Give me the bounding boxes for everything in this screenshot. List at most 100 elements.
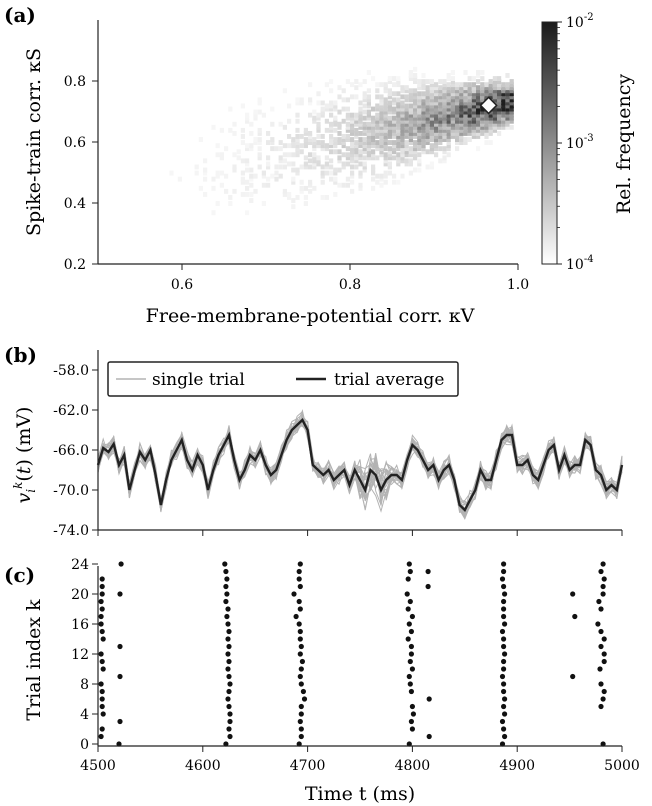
heatmap-cell — [261, 112, 266, 118]
heatmap-cell — [467, 97, 472, 103]
heatmap-cell — [497, 121, 502, 127]
heatmap-cell — [375, 140, 380, 145]
heatmap-cell — [312, 146, 317, 152]
heatmap-cell — [463, 118, 468, 124]
heatmap-cell — [400, 100, 405, 106]
heatmap-cell — [240, 176, 245, 182]
heatmap-cell — [350, 112, 355, 118]
spike-dot — [99, 576, 105, 582]
heatmap-cell — [492, 97, 497, 103]
heatmap-cell — [408, 94, 413, 100]
heatmap-cell — [408, 70, 413, 75]
heatmap-cell — [358, 143, 363, 149]
heatmap-cell — [459, 109, 464, 115]
heatmap-cell — [245, 118, 250, 124]
heatmap-cell — [387, 100, 392, 106]
heatmap-cell — [350, 146, 355, 152]
heatmap-cell — [484, 127, 489, 133]
spike-dot — [598, 703, 604, 710]
heatmap-cell — [455, 131, 460, 136]
heatmap-cell — [480, 106, 485, 112]
heatmap-cell — [413, 131, 418, 136]
heatmap-cell — [400, 124, 405, 130]
heatmap-cell — [425, 88, 430, 94]
heatmap-cell — [434, 88, 439, 94]
heatmap-cell — [434, 112, 439, 118]
heatmap-cell — [476, 146, 481, 152]
heatmap-cell — [345, 112, 350, 118]
heatmap-cell — [278, 146, 283, 152]
heatmap-cell — [501, 82, 506, 88]
colorbar — [541, 21, 558, 265]
heatmap-cell — [291, 176, 296, 182]
heatmap-cell — [421, 82, 426, 88]
heatmap-cell — [299, 149, 304, 155]
heatmap-cell — [341, 97, 346, 103]
heatmap-cell — [438, 118, 443, 124]
heatmap-cell — [215, 173, 220, 179]
heatmap-cell — [488, 91, 493, 97]
spike-dot — [501, 726, 507, 732]
heatmap-cell — [350, 82, 355, 88]
heatmap-cell — [219, 170, 224, 176]
heatmap-cell — [400, 131, 405, 136]
heatmap-cell — [308, 182, 313, 188]
heatmap-cell — [497, 115, 502, 121]
spike-dot — [98, 733, 104, 740]
heatmap-cell — [379, 173, 384, 179]
heatmap-cell — [505, 103, 510, 109]
heatmap-cell — [509, 109, 514, 115]
heatmap-cell — [400, 152, 405, 158]
heatmap-cell — [413, 140, 418, 145]
heatmap-cell — [366, 131, 371, 136]
heatmap-cell — [270, 106, 275, 112]
heatmap-cell — [497, 97, 502, 103]
heatmap-cell — [463, 127, 468, 133]
heatmap-cell — [429, 103, 434, 109]
heatmap-cell — [484, 121, 489, 127]
heatmap-cell — [224, 173, 229, 179]
heatmap-cell — [299, 97, 304, 103]
heatmap-cell — [408, 106, 413, 112]
heatmap-cell — [358, 173, 363, 179]
heatmap-cell — [396, 112, 401, 118]
spike-dot — [501, 598, 507, 605]
heatmap-cell — [492, 79, 497, 84]
heatmap-cell — [236, 149, 241, 155]
heatmap-cell — [459, 127, 464, 133]
spike-dot — [426, 696, 432, 702]
heatmap-cell — [379, 146, 384, 152]
heatmap-cell — [505, 118, 510, 124]
heatmap-cell — [492, 88, 497, 94]
heatmap-cell — [446, 109, 451, 115]
heatmap-cell — [480, 97, 485, 103]
heatmap-cell — [413, 149, 418, 155]
spike-dot — [298, 643, 304, 650]
heatmap-cell — [341, 161, 346, 167]
heatmap-cell — [303, 201, 308, 206]
x-tick-label-a: 0.8 — [339, 277, 361, 293]
heatmap-cell — [509, 124, 514, 130]
heatmap-cell — [509, 112, 514, 118]
heatmap-cell — [497, 94, 502, 100]
heatmap-cell — [421, 94, 426, 100]
heatmap-cell — [446, 140, 451, 145]
heatmap-cell — [198, 137, 203, 142]
heatmap-cell — [421, 85, 426, 91]
heatmap-cell — [362, 115, 367, 121]
heatmap-cell — [303, 127, 308, 133]
heatmap-cell — [392, 76, 397, 81]
heatmap-cell — [442, 100, 447, 106]
heatmap-cell — [358, 140, 363, 145]
heatmap-cell — [358, 170, 363, 176]
heatmap-cell — [333, 167, 338, 173]
heatmap-cell — [396, 97, 401, 103]
heatmap-cell — [333, 149, 338, 155]
heatmap-cell — [450, 121, 455, 127]
heatmap-cell — [455, 91, 460, 97]
heatmap-cell — [232, 188, 237, 194]
heatmap-cell — [459, 82, 464, 88]
heatmap-cell — [413, 121, 418, 127]
heatmap-cell — [295, 118, 300, 124]
heatmap-cell — [505, 121, 510, 127]
